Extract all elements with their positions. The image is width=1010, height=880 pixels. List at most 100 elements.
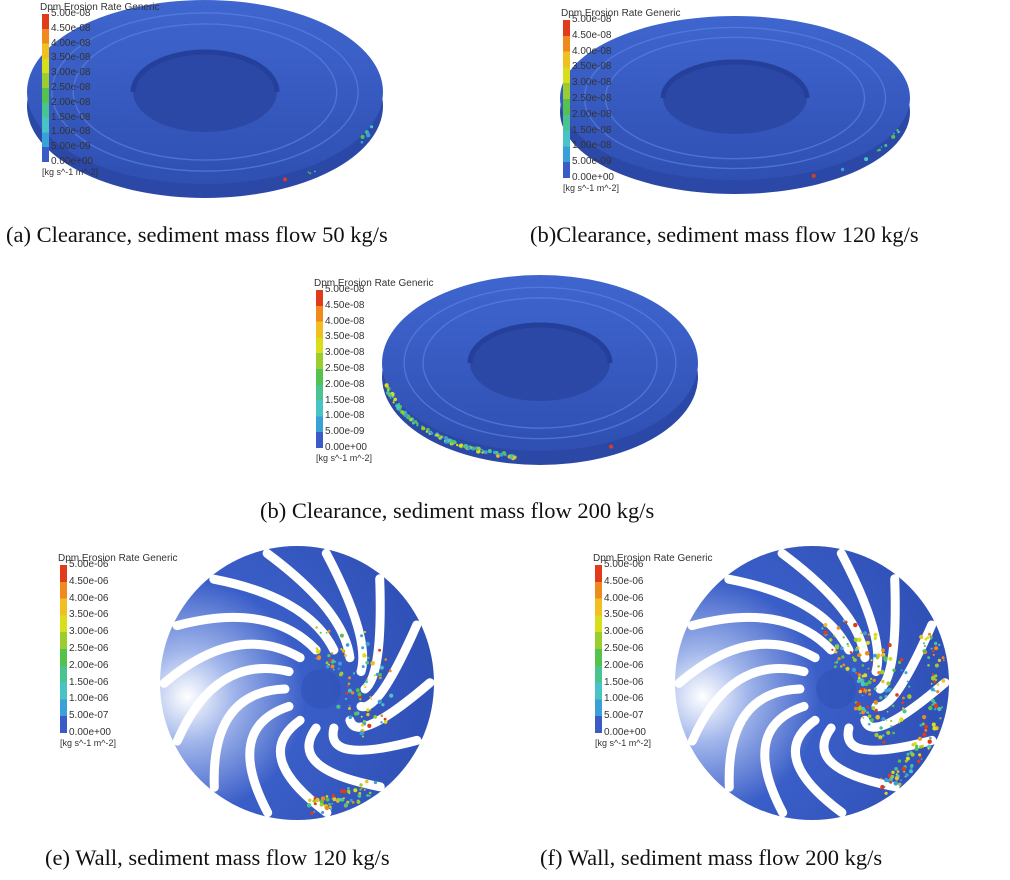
erosion-spot <box>329 807 333 811</box>
erosion-spot <box>934 678 938 681</box>
erosion-spot <box>864 651 870 656</box>
erosion-spot <box>929 635 933 639</box>
erosion-spot <box>833 634 836 637</box>
erosion-spot <box>902 696 905 700</box>
erosion-spot <box>933 703 939 709</box>
erosion-spot <box>320 796 326 801</box>
erosion-spot <box>443 440 446 442</box>
erosion-spot <box>369 708 371 711</box>
erosion-spot <box>905 756 910 761</box>
legend-tick-label: 4.50e-06 <box>604 575 644 587</box>
erosion-spot <box>455 442 457 444</box>
impeller-blade <box>777 548 870 663</box>
erosion-spot <box>904 759 908 763</box>
erosion-spot <box>926 636 930 639</box>
erosion-spot <box>941 679 946 683</box>
erosion-spot <box>359 788 362 791</box>
erosion-spot <box>927 739 932 744</box>
erosion-spot <box>331 802 334 805</box>
erosion-spot <box>891 704 895 708</box>
legend-tick-label: 5.00e-09 <box>51 141 91 153</box>
impeller-blade <box>345 678 435 732</box>
erosion-spot <box>391 396 394 398</box>
impeller-render <box>674 546 950 820</box>
panel-wall-200: Dpm Erosion Rate Generic 5.00e-06 4.50e-0… <box>505 545 1010 835</box>
legend-tick-label: 3.00e-06 <box>604 626 644 638</box>
erosion-spot <box>873 653 877 658</box>
erosion-spot <box>363 789 366 791</box>
erosion-spot <box>902 707 905 710</box>
erosion-spot <box>396 404 400 409</box>
erosion-spot <box>934 663 939 668</box>
ring-top-face <box>560 16 910 180</box>
legend-tick-label: 5.00e-07 <box>69 710 109 722</box>
erosion-spot <box>890 725 893 728</box>
erosion-spot <box>861 694 864 697</box>
erosion-spot <box>828 638 833 642</box>
erosion-spot <box>910 752 915 757</box>
erosion-spot <box>891 770 895 774</box>
erosion-spot <box>896 770 900 773</box>
erosion-spot <box>894 776 899 781</box>
erosion-spot <box>864 682 869 686</box>
erosion-spot <box>342 797 345 800</box>
erosion-spot <box>339 797 344 802</box>
erosion-spot <box>940 706 944 709</box>
erosion-spot <box>901 766 906 771</box>
erosion-spot <box>377 699 382 704</box>
erosion-spot <box>937 658 942 663</box>
erosion-spot <box>346 789 351 794</box>
erosion-spot <box>857 676 861 680</box>
erosion-spot <box>934 690 936 692</box>
erosion-spot <box>919 634 924 640</box>
erosion-spot <box>310 811 314 815</box>
erosion-spot <box>427 430 432 434</box>
erosion-spot <box>867 680 872 685</box>
erosion-spot <box>360 786 363 789</box>
erosion-spot <box>487 449 492 454</box>
legend-tick-label: 3.50e-08 <box>325 331 365 343</box>
erosion-spot <box>441 435 444 438</box>
erosion-spot <box>383 720 388 724</box>
erosion-spot <box>365 660 370 665</box>
impeller-blade <box>819 723 900 792</box>
erosion-spot <box>856 702 860 707</box>
legend-title: Dpm Erosion Rate Generic <box>58 553 178 564</box>
erosion-spot <box>357 794 362 798</box>
erosion-spot <box>884 695 888 698</box>
legend-tick-label: 5.00e-06 <box>69 559 109 570</box>
erosion-spot <box>852 656 855 659</box>
erosion-spot <box>366 133 371 138</box>
erosion-spot <box>366 708 370 712</box>
legend-tick-label: 1.50e-08 <box>572 124 612 136</box>
erosion-spot <box>905 773 909 777</box>
erosion-spot <box>481 448 483 451</box>
legend-tick-label: 3.00e-08 <box>325 347 365 359</box>
erosion-spot <box>863 691 866 694</box>
erosion-spot <box>884 144 888 147</box>
erosion-spot <box>380 714 384 717</box>
erosion-spot <box>331 794 335 798</box>
erosion-spot <box>887 687 892 693</box>
erosion-spot <box>361 646 365 650</box>
erosion-spot <box>922 745 925 748</box>
erosion-spot <box>315 649 321 654</box>
erosion-spot <box>909 769 913 774</box>
erosion-spot <box>870 659 873 662</box>
legend-tick-label: 3.00e-08 <box>572 77 612 89</box>
erosion-hotspot <box>283 177 288 182</box>
erosion-spot <box>438 435 441 438</box>
erosion-spot <box>931 698 935 703</box>
erosion-spot <box>361 665 365 669</box>
erosion-spot <box>934 641 938 646</box>
erosion-hotspot <box>609 444 614 449</box>
legend-tick-label: 4.00e-08 <box>51 37 91 49</box>
erosion-spot <box>854 648 858 652</box>
erosion-spot <box>886 730 891 735</box>
erosion-spot <box>881 652 886 657</box>
legend-unit: [kg s^-1 m^-2] <box>563 183 619 193</box>
erosion-spot <box>872 678 876 682</box>
erosion-spot <box>834 650 838 654</box>
erosion-spot <box>887 643 892 648</box>
erosion-spot <box>879 726 883 730</box>
